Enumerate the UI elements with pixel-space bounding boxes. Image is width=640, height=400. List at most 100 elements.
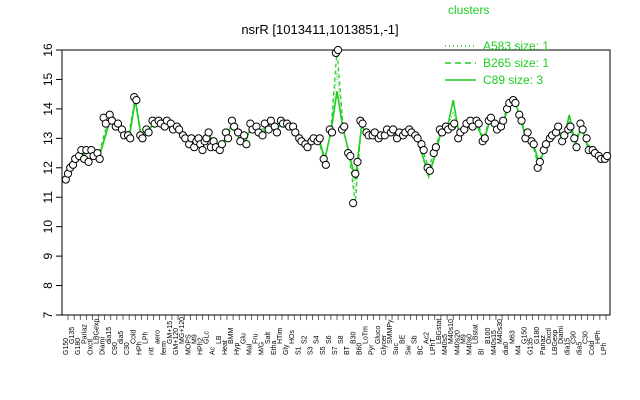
x-tick-label: Pariaz	[540, 335, 547, 355]
x-tick-label: M63	[509, 330, 516, 344]
y-tick-label: 10	[41, 220, 55, 234]
series-a583-line	[67, 70, 606, 192]
x-tick-label: Sb	[411, 335, 418, 344]
x-tick-label: Ac2	[424, 332, 431, 344]
data-point	[413, 134, 422, 143]
y-tick-label: 9	[41, 252, 55, 259]
data-point	[138, 134, 147, 143]
data-point	[431, 143, 441, 152]
data-points	[61, 45, 612, 208]
x-tick-label: HOs	[289, 330, 296, 345]
x-tick-label: LPh	[142, 331, 149, 344]
data-point	[327, 128, 337, 137]
x-tick-label: MG+120	[179, 317, 186, 344]
data-point	[560, 131, 569, 140]
x-tick-label: LPh	[601, 342, 608, 355]
x-tick-label: dia15	[106, 327, 113, 344]
x-axis: G150G135G180PariazOxctlLBGexpDiamidia15C…	[63, 315, 608, 355]
x-tick-label: HPh	[136, 341, 143, 355]
x-tick-label: Sw	[405, 344, 412, 355]
x-tick-label: S1	[295, 346, 302, 355]
x-tick-label: C30	[124, 342, 131, 355]
x-tick-label: G150	[522, 327, 529, 344]
data-point	[334, 45, 343, 55]
x-tick-label: dia5	[118, 331, 125, 344]
x-tick-label: LB	[216, 335, 223, 344]
x-tick-label: M9	[460, 334, 467, 344]
x-tick-label: dia5	[577, 342, 584, 355]
y-tick-label: 7	[41, 311, 55, 318]
data-point	[603, 151, 612, 161]
data-point	[572, 143, 581, 152]
data-point	[315, 134, 324, 143]
x-tick-label: Diami	[558, 326, 565, 344]
x-tick-label: Fru	[253, 333, 260, 344]
x-tick-label: G135	[528, 338, 535, 355]
data-point	[113, 119, 123, 128]
x-tick-label: C90	[570, 331, 577, 344]
x-tick-label: S5	[320, 346, 327, 355]
data-point	[204, 128, 213, 137]
x-tick-label: LBGstat	[436, 319, 443, 344]
data-point	[321, 160, 330, 169]
x-tick-label: M40s5	[442, 334, 449, 355]
legend-entry-c89: C89 size: 3	[483, 73, 543, 87]
x-tick-label: Diami	[100, 337, 107, 355]
data-point	[217, 140, 227, 149]
x-tick-label: B100	[485, 328, 492, 344]
x-tick-label: C30	[583, 331, 590, 344]
x-tick-label: Hyp	[234, 342, 241, 355]
y-axis: 7 8 9 10 11 12 13 14 15 16	[41, 43, 62, 318]
data-point	[419, 146, 428, 155]
data-point	[242, 140, 251, 149]
y-tick-label: 14	[41, 102, 55, 116]
y-tick-label: 12	[41, 161, 55, 175]
x-tick-label: S8	[338, 335, 345, 344]
x-tick-label: M/G	[259, 342, 266, 355]
data-point	[570, 134, 579, 143]
data-point	[340, 122, 349, 131]
data-point	[523, 128, 532, 137]
data-point	[144, 128, 153, 137]
data-point	[535, 157, 544, 166]
x-tick-label: dia0	[503, 342, 510, 355]
x-tick-label: LoTm	[363, 326, 370, 344]
x-tick-label: LBGexp	[552, 330, 559, 355]
x-tick-label: MOPS	[185, 334, 192, 355]
x-tick-label: BMM	[228, 328, 235, 345]
x-tick-label: Ac	[210, 346, 217, 355]
data-point	[175, 125, 184, 134]
x-tick-label: BE	[399, 334, 406, 344]
x-tick-label: dia15	[564, 338, 571, 355]
x-tick-label: M40s20	[454, 330, 461, 355]
x-tick-label: Bl	[479, 348, 486, 355]
x-tick-label: Gly	[283, 344, 290, 355]
y-tick-label: 16	[41, 43, 55, 57]
x-tick-label: M4	[515, 345, 522, 355]
data-point	[272, 128, 282, 137]
y-tick-label: 8	[41, 282, 55, 289]
x-tick-label: Oxctl	[87, 339, 94, 355]
data-point	[266, 116, 275, 125]
x-tick-label: S2	[301, 335, 308, 344]
data-point	[566, 122, 575, 131]
x-tick-label: aero	[155, 330, 162, 344]
y-tick-label: 15	[41, 72, 55, 86]
data-point	[84, 157, 93, 166]
x-tick-label: Pariaz	[81, 324, 88, 344]
x-tick-label: Cold	[130, 329, 137, 344]
data-point	[291, 128, 300, 137]
x-tick-label: Mal	[246, 343, 253, 355]
legend-entry-a583: A583 size: 1	[483, 39, 549, 53]
data-point	[529, 140, 538, 149]
chart-title: nsrR [1013411,1013851,-1]	[241, 22, 398, 37]
x-tick-label: LBGexp	[94, 319, 101, 344]
data-point	[450, 119, 459, 128]
x-tick-label: M40s0	[467, 334, 474, 355]
x-tick-label: GLc	[204, 331, 211, 344]
x-tick-label: Glycer	[381, 334, 388, 355]
data-point	[480, 134, 489, 143]
x-tick-label: GM+15	[167, 321, 174, 344]
data-point	[303, 143, 312, 152]
legend: clusters A583 size: 1 B265 size: 1 C89 s…	[445, 3, 549, 87]
